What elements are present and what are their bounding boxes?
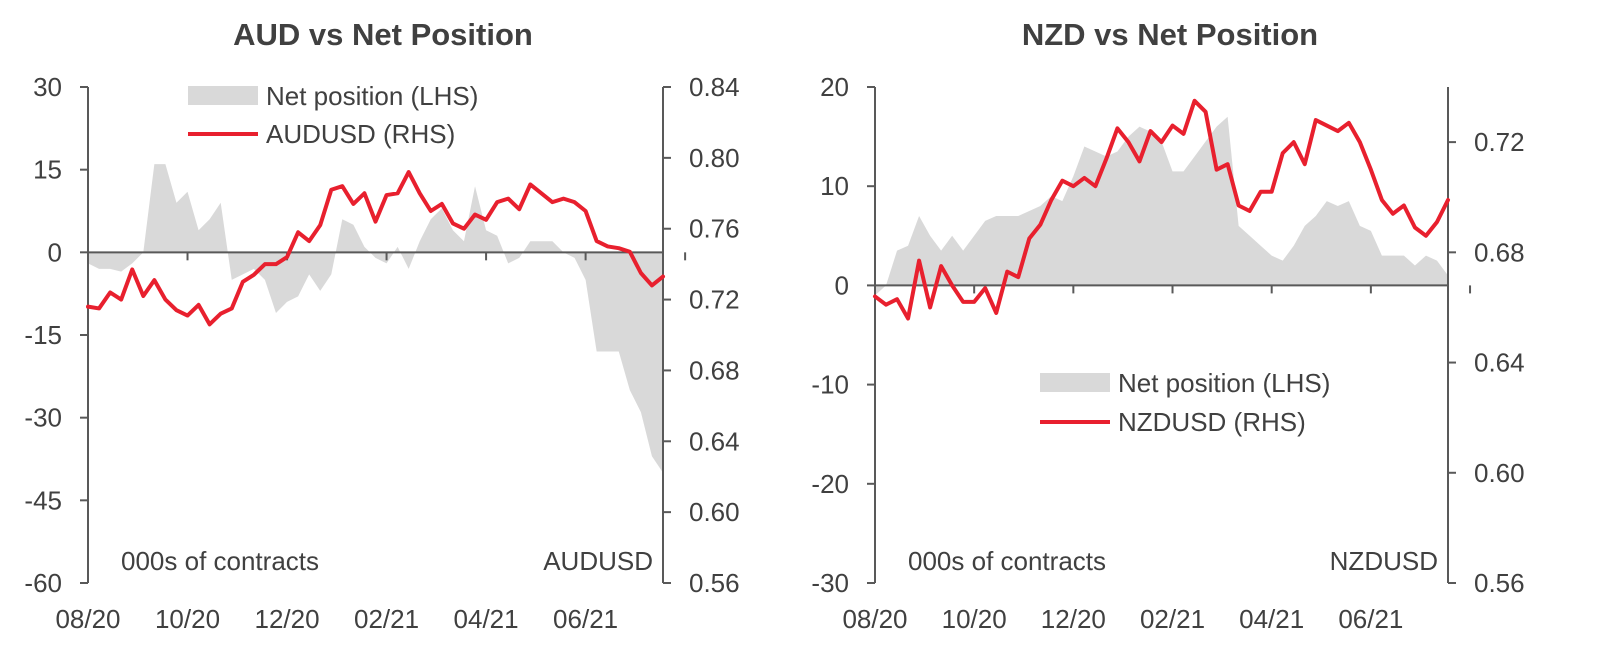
right-tick-label: 0.68: [1474, 237, 1525, 267]
right-axis-note: NZDUSD: [1330, 546, 1438, 576]
left-tick-label: -10: [811, 370, 849, 400]
x-tick-label: 08/20: [55, 604, 120, 634]
x-tick-label: 10/20: [155, 604, 220, 634]
right-tick-label: 0.60: [689, 497, 740, 527]
legend: Net position (LHS) AUDUSD (RHS): [188, 81, 478, 149]
x-tick-label: 04/21: [1239, 604, 1304, 634]
legend: Net position (LHS) NZDUSD (RHS): [1040, 368, 1330, 437]
legend-label-fx-rate: AUDUSD (RHS): [266, 119, 455, 149]
left-tick-label: -30: [811, 568, 849, 598]
left-tick-label: 0: [48, 237, 62, 267]
right-tick-label: 0.56: [689, 568, 740, 598]
left-tick-label: -30: [24, 403, 62, 433]
legend-label-net-position: Net position (LHS): [1118, 368, 1330, 398]
chart-panel-1: AUD vs Net Position 30 15 0 -15 -30 -45 -60 0.84…: [24, 17, 739, 634]
left-tick-label: 0: [835, 270, 849, 300]
right-tick-label: 0.60: [1474, 458, 1525, 488]
x-tick-label: 10/20: [942, 604, 1007, 634]
right-tick-label: 0.68: [689, 355, 740, 385]
fx-rate-line: [873, 98, 1450, 321]
left-tick-label: 30: [33, 72, 62, 102]
right-tick-label: 0.64: [689, 426, 740, 456]
right-tick-label: 0.72: [689, 285, 740, 315]
right-tick-label: 0.84: [689, 72, 740, 102]
right-tick-label: 0.64: [1474, 348, 1525, 378]
fx-rate-line: [86, 170, 665, 327]
chart-title: AUD vs Net Position: [233, 17, 533, 52]
x-tick-label: 12/20: [254, 604, 319, 634]
right-axis-note: AUDUSD: [543, 546, 653, 576]
chart-title: NZD vs Net Position: [1022, 17, 1318, 52]
x-tick-label: 06/21: [1338, 604, 1403, 634]
right-tick-label: 0.72: [1474, 127, 1525, 157]
left-tick-label: 15: [33, 155, 62, 185]
legend-label-fx-rate: NZDUSD (RHS): [1118, 407, 1306, 437]
left-tick-label: -60: [24, 568, 62, 598]
chart-panel-2: NZD vs Net Position 20 10 0 -10 -20 -30 0.72 0.6…: [811, 17, 1524, 634]
left-tick-label: 20: [820, 72, 849, 102]
left-axis-note: 000s of contracts: [908, 546, 1106, 576]
legend-label-net-position: Net position (LHS): [266, 81, 478, 111]
x-tick-label: 02/21: [1140, 604, 1205, 634]
net-position-area: [88, 164, 663, 473]
left-tick-label: -15: [24, 320, 62, 350]
left-tick-label: -45: [24, 485, 62, 515]
right-tick-label: 0.80: [689, 143, 740, 173]
x-tick-label: 08/20: [842, 604, 907, 634]
right-tick-label: 0.76: [689, 214, 740, 244]
x-tick-label: 12/20: [1041, 604, 1106, 634]
left-tick-label: -20: [811, 469, 849, 499]
right-tick-label: 0.56: [1474, 568, 1525, 598]
net-position-area: [875, 116, 1448, 296]
x-tick-label: 02/21: [354, 604, 419, 634]
legend-area-swatch: [188, 86, 258, 105]
x-tick-label: 04/21: [454, 604, 519, 634]
x-tick-label: 06/21: [553, 604, 618, 634]
left-axis-note: 000s of contracts: [121, 546, 319, 576]
legend-area-swatch: [1040, 373, 1110, 392]
left-tick-label: 10: [820, 171, 849, 201]
